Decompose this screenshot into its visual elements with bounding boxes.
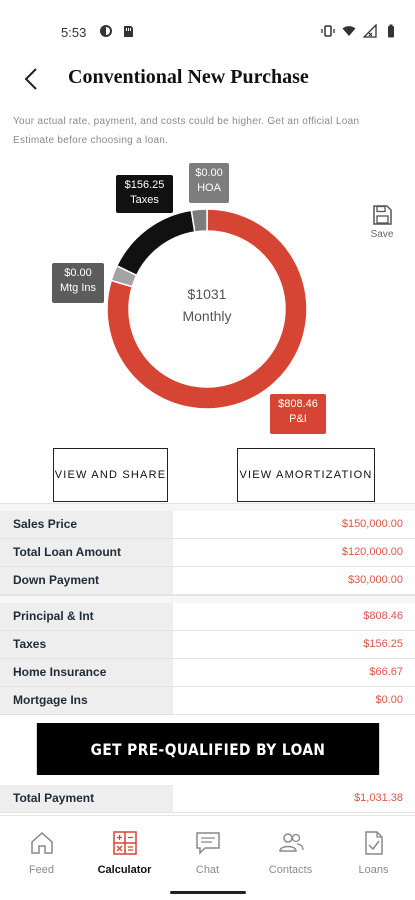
- taxes-slice-label: Taxes: [130, 194, 159, 206]
- row-value: $66.67: [369, 666, 403, 678]
- table-row-down-payment: Down Payment $30,000.00: [0, 567, 415, 595]
- nav-label-calculator: Calculator: [97, 864, 152, 876]
- hoa-slice-label: HOA: [197, 182, 221, 194]
- taxes-slice-value: $156.25: [124, 179, 165, 191]
- mtg-ins-slice-tag: $0.00 Mtg Ins: [52, 263, 104, 303]
- nav-label-loans: Loans: [358, 864, 389, 876]
- donut-slice-hoa: [190, 208, 208, 233]
- row-value: $120,000.00: [341, 546, 403, 558]
- row-value: $30,000.00: [347, 574, 403, 586]
- row-label: Total Loan Amount: [0, 539, 173, 566]
- nav-item-loans[interactable]: Loans: [332, 816, 415, 886]
- document-check-icon: [364, 831, 383, 855]
- table-row-principal-int: Principal & Int $808.46: [0, 603, 415, 631]
- cell-signal-icon: [363, 24, 377, 38]
- save-label: Save: [370, 229, 394, 240]
- row-label: Principal & Int: [0, 603, 173, 630]
- app-header: Conventional New Purchase: [0, 56, 415, 102]
- pi-slice-tag: $808.46 P&I: [270, 394, 326, 434]
- section-divider: [0, 595, 415, 603]
- taxes-slice-tag: $156.25 Taxes: [116, 175, 173, 213]
- home-indicator: [170, 891, 246, 894]
- nav-label-contacts: Contacts: [268, 864, 313, 876]
- nav-item-feed[interactable]: Feed: [0, 816, 83, 886]
- chat-icon: [195, 832, 220, 855]
- sd-card-icon: [124, 26, 133, 37]
- wifi-icon: [342, 26, 356, 36]
- page-title: Conventional New Purchase: [68, 66, 309, 88]
- bottom-navigation: Feed Calculator Chat Contacts Loans: [0, 815, 415, 900]
- chart-center-amount: $1031: [187, 286, 227, 302]
- back-button[interactable]: [16, 63, 48, 95]
- hoa-slice-tag: $0.00 HOA: [189, 163, 229, 203]
- mtg-ins-slice-value: $0.00: [64, 267, 92, 279]
- save-icon: [373, 205, 392, 225]
- home-icon: [30, 831, 53, 854]
- row-label: Down Payment: [0, 567, 173, 594]
- app-notification-icon: [100, 25, 112, 37]
- contacts-icon: [278, 833, 304, 852]
- status-time: 5:53: [61, 25, 87, 40]
- hoa-slice-value: $0.00: [195, 167, 223, 179]
- status-system-icons: [321, 24, 398, 38]
- view-amortization-button[interactable]: VIEW AMORTIZATION: [237, 448, 375, 502]
- nav-label-chat: Chat: [195, 864, 220, 876]
- get-pre-qualified-button[interactable]: GET PRE-QUALIFIED BY LOAN: [36, 723, 380, 775]
- pi-slice-label: P&I: [289, 413, 307, 425]
- row-label: Sales Price: [0, 511, 173, 538]
- donut-slice-p-i: [106, 208, 308, 410]
- view-and-share-button[interactable]: VIEW AND SHARE: [53, 448, 168, 502]
- battery-icon: [388, 24, 394, 38]
- nav-item-calculator[interactable]: Calculator: [83, 816, 166, 886]
- chevron-left-icon: [24, 68, 37, 90]
- row-value: $156.25: [363, 638, 403, 650]
- status-notification-icons: [99, 24, 135, 38]
- pi-slice-value: $808.46: [278, 398, 318, 410]
- table-row-total-loan-amount: Total Loan Amount $120,000.00: [0, 539, 415, 567]
- row-label: Mortgage Ins: [0, 687, 173, 714]
- nav-label-feed: Feed: [28, 864, 55, 876]
- table-row-taxes: Taxes $156.25: [0, 631, 415, 659]
- row-value: $808.46: [363, 610, 403, 622]
- donut-slice-taxes: [115, 209, 196, 277]
- nav-item-contacts[interactable]: Contacts: [249, 816, 332, 886]
- payment-donut-chart: [106, 208, 308, 410]
- nav-item-chat[interactable]: Chat: [166, 816, 249, 886]
- table-row-total-payment: Total Payment $1,031.38: [0, 785, 415, 813]
- calculator-icon: [112, 831, 137, 855]
- table-row-home-insurance: Home Insurance $66.67: [0, 659, 415, 687]
- table-row-sales-price: Sales Price $150,000.00: [0, 511, 415, 539]
- section-divider: [0, 503, 415, 511]
- table-row-mortgage-ins: Mortgage Ins $0.00: [0, 687, 415, 715]
- row-value: $0.00: [375, 694, 403, 706]
- chart-center-label: Monthly: [182, 308, 232, 324]
- mtg-ins-slice-label: Mtg Ins: [59, 282, 97, 294]
- row-value: $1,031.38: [354, 792, 403, 804]
- save-button[interactable]: Save: [366, 204, 398, 244]
- row-value: $150,000.00: [341, 518, 403, 530]
- row-label: Total Payment: [0, 785, 173, 812]
- row-label: Home Insurance: [0, 659, 173, 686]
- disclaimer-text: Your actual rate, payment, and costs cou…: [13, 116, 360, 146]
- status-bar: 5:53: [0, 0, 415, 64]
- row-label: Taxes: [0, 631, 173, 658]
- vibrate-icon: [321, 25, 335, 37]
